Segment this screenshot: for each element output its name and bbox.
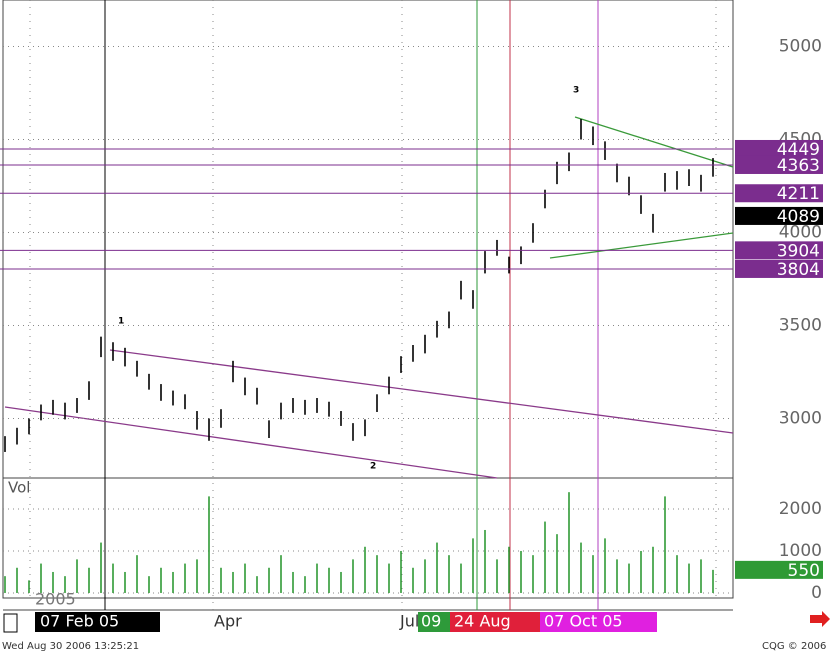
level-label: 4211 — [777, 184, 820, 204]
y-tick-label: 4000 — [779, 222, 822, 242]
level-box — [735, 241, 823, 260]
y-tick-label: 3000 — [779, 408, 822, 428]
volume-pane — [2, 477, 734, 599]
level-label: 4363 — [777, 156, 820, 176]
level-box — [735, 259, 823, 278]
current-volume-box — [735, 560, 823, 579]
date-box — [418, 612, 450, 632]
volume-title: Vol — [8, 479, 30, 497]
wave-label: 1 — [118, 317, 124, 327]
timestamp: Wed Aug 30 2006 13:25:21 — [2, 641, 139, 652]
date-label: 07 Oct 05 — [544, 612, 623, 631]
date-box — [35, 612, 160, 632]
wave-label: 2 — [370, 462, 376, 472]
channel-line — [109, 349, 734, 434]
y-tick-label: 2000 — [779, 499, 822, 519]
y-tick-label: 5000 — [779, 36, 822, 56]
level-box — [735, 184, 823, 203]
triangle-line — [574, 116, 734, 168]
level-box — [735, 139, 823, 158]
level-label: 3904 — [777, 241, 820, 261]
date-box — [450, 612, 540, 632]
y-tick-label: 0 — [811, 583, 822, 603]
date-label: 24 Aug — [454, 612, 511, 631]
triangle-line — [549, 232, 734, 259]
date-box — [540, 612, 657, 632]
current-volume-label: 550 — [788, 561, 820, 581]
level-label: 4449 — [777, 140, 820, 160]
date-label: Apr — [214, 612, 242, 631]
y-tick-label: 3500 — [779, 315, 822, 335]
level-label: 3804 — [777, 260, 820, 280]
date-label: Jul — [399, 612, 419, 631]
channel-line — [4, 406, 498, 479]
date-label: 07 Feb 05 — [40, 612, 119, 631]
year-label: 2005 — [35, 590, 76, 609]
level-label: 4089 — [777, 207, 820, 227]
corner-icon[interactable] — [3, 613, 18, 633]
level-box — [735, 155, 823, 174]
date-label: 09 — [421, 612, 441, 631]
copyright: CQG © 2006 — [762, 641, 826, 652]
y-tick-label: 1000 — [779, 541, 822, 561]
scroll-arrow[interactable] — [810, 611, 830, 627]
level-box — [735, 206, 823, 225]
wave-label: 3 — [573, 86, 579, 96]
